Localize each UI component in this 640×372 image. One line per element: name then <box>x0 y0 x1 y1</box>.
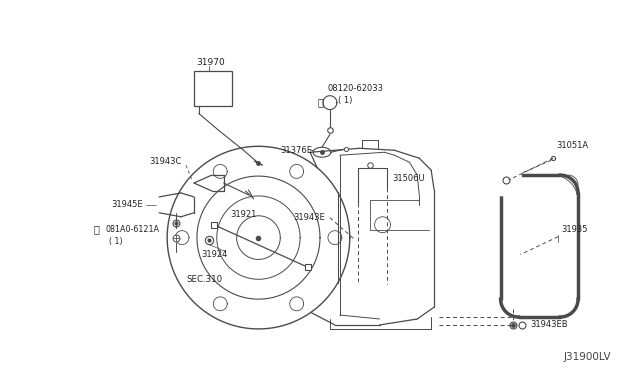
Text: Ⓑ: Ⓑ <box>317 97 323 108</box>
Text: 31376E: 31376E <box>280 146 312 155</box>
Text: 31924: 31924 <box>201 250 227 259</box>
Text: ( 1): ( 1) <box>109 237 122 246</box>
Text: SEC.310: SEC.310 <box>186 275 222 284</box>
Text: 31970: 31970 <box>196 58 225 67</box>
Bar <box>194 71 232 106</box>
Text: 31921: 31921 <box>230 210 257 219</box>
Text: 31943EB: 31943EB <box>531 320 568 330</box>
Text: 31935: 31935 <box>561 225 588 234</box>
Text: 31943C: 31943C <box>149 157 182 166</box>
Text: 31943E: 31943E <box>293 213 325 222</box>
Text: 31051A: 31051A <box>556 141 588 150</box>
Text: J31900LV: J31900LV <box>563 352 611 362</box>
Text: 08120-62033: 08120-62033 <box>328 84 384 93</box>
Text: 31506U: 31506U <box>392 174 425 183</box>
Text: Ⓑ: Ⓑ <box>93 225 100 235</box>
Text: 081A0-6121A: 081A0-6121A <box>106 225 159 234</box>
Text: ( 1): ( 1) <box>338 96 352 105</box>
Text: 31945E: 31945E <box>111 201 143 209</box>
